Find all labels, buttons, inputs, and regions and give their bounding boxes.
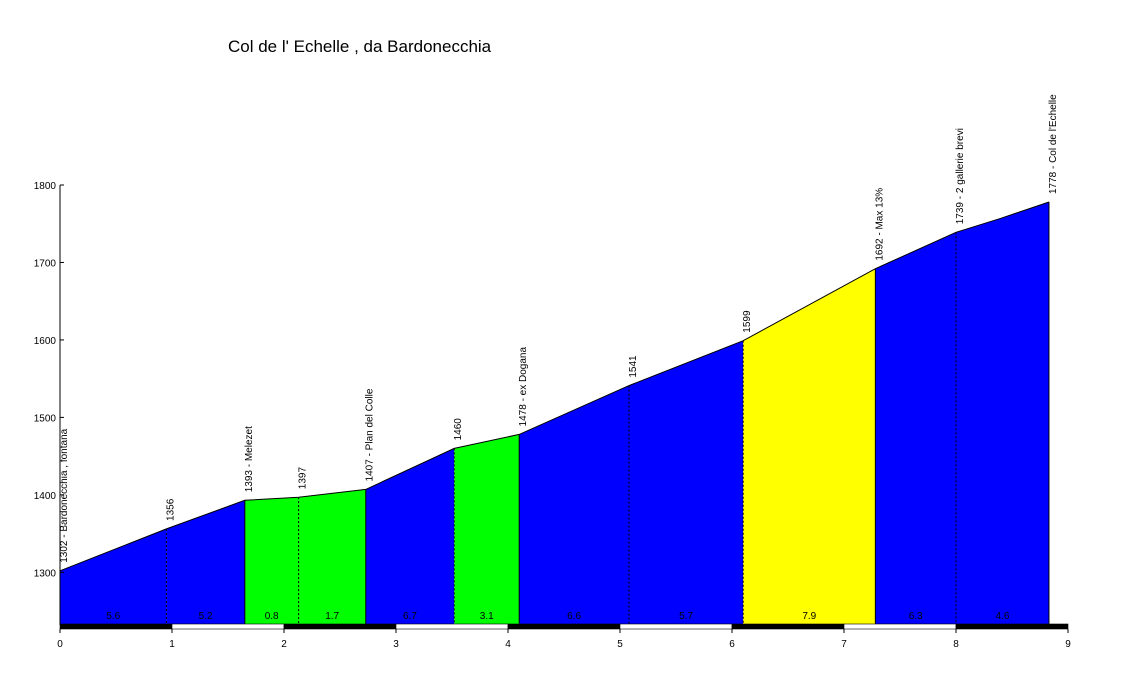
segment-dividers [165, 202, 1050, 625]
x-tick-label: 7 [841, 639, 847, 650]
chart-title: Col de l' Echelle , da Bardonecchia [228, 37, 492, 56]
segment-area-6 [454, 434, 520, 625]
km-bar-segment-5 [507, 623, 621, 630]
x-axis: 0 1 2 3 4 5 6 7 8 9 [57, 629, 1071, 650]
gradient-labels: 5.6 5.2 0.8 1.7 6.7 3.1 6.6 5.7 7.9 6.3 4.6 [106, 611, 1010, 622]
y-tick-label: 1400 [34, 491, 57, 502]
waypoint-label-10: 1692 - Max 13% [874, 188, 885, 261]
gradient-label-5: 6.7 [403, 611, 417, 622]
waypoint-label-4: 1397 [298, 466, 309, 489]
waypoint-label-1: 1302 - Bardonecchia , fontana [59, 428, 70, 562]
waypoint-label-6: 1460 [453, 418, 464, 441]
y-tick-label: 1300 [34, 568, 57, 579]
gradient-label-2: 5.2 [199, 611, 213, 622]
x-tick-label: 3 [393, 639, 399, 650]
segment-area-5 [365, 448, 455, 625]
gradient-label-1: 5.6 [106, 611, 120, 622]
x-tick-label: 2 [281, 639, 287, 650]
km-bar-segment-7 [731, 623, 845, 630]
x-tick-label: 4 [505, 639, 511, 650]
x-tick-label: 6 [729, 639, 735, 650]
profile-outline [59, 201, 1050, 572]
segment-area-11 [956, 202, 1049, 625]
gradient-label-3: 0.8 [265, 611, 279, 622]
gradient-label-7: 6.6 [567, 611, 581, 622]
km-bar-segment-2 [171, 623, 285, 630]
waypoint-label-7: 1478 - ex Dogana [518, 346, 529, 426]
km-bar-segment-3 [283, 623, 397, 630]
gradient-label-8: 5.7 [679, 611, 693, 622]
y-tick-label: 1700 [34, 258, 57, 269]
waypoint-labels: 1302 - Bardonecchia , fontana 1356 1393 - … [59, 94, 1059, 563]
y-tick-label: 1600 [34, 336, 57, 347]
x-tick-label: 1 [169, 639, 175, 650]
x-tick-label: 9 [1065, 639, 1071, 650]
y-axis: 1300 1400 1500 1600 1700 1800 [34, 181, 64, 625]
segment-area-9 [743, 268, 876, 625]
segment-area-4 [298, 489, 366, 625]
km-bar-segment-6 [619, 623, 733, 630]
segment-area-2 [166, 500, 245, 625]
waypoint-label-11: 1739 - 2 gallerie brevi [955, 128, 966, 224]
waypoint-label-8: 1541 [628, 355, 639, 378]
km-bar-segment-9 [955, 623, 1069, 630]
segment-area-7 [519, 385, 629, 625]
waypoint-label-9: 1599 [742, 310, 753, 333]
gradient-label-4: 1.7 [325, 611, 339, 622]
segment-area-8 [628, 340, 744, 625]
x-tick-label: 8 [953, 639, 959, 650]
waypoint-label-5: 1407 - Plan del Colle [365, 388, 376, 481]
profile-line [59, 201, 1050, 572]
segment-area-10 [875, 232, 956, 626]
km-bar-segment-8 [843, 623, 957, 630]
waypoint-label-3: 1393 - Melezet [244, 426, 255, 492]
gradient-label-11: 4.6 [996, 611, 1010, 622]
y-tick-label: 1800 [34, 181, 57, 192]
km-bar-segment-4 [395, 623, 509, 630]
kilometer-bar [59, 623, 1069, 630]
segment-area-1 [60, 528, 167, 625]
x-tick-label: 0 [57, 639, 63, 650]
segment-area-3 [244, 497, 299, 625]
km-bar-segment-1 [59, 623, 173, 630]
gradient-label-10: 6.3 [909, 611, 923, 622]
waypoint-label-2: 1356 [165, 498, 176, 521]
gradient-label-6: 3.1 [480, 611, 494, 622]
gradient-label-9: 7.9 [802, 611, 816, 622]
x-tick-label: 5 [617, 639, 623, 650]
waypoint-label-12: 1778 - Col de l'Echelle [1048, 94, 1059, 194]
y-tick-label: 1500 [34, 413, 57, 424]
profile-areas [60, 202, 1049, 626]
